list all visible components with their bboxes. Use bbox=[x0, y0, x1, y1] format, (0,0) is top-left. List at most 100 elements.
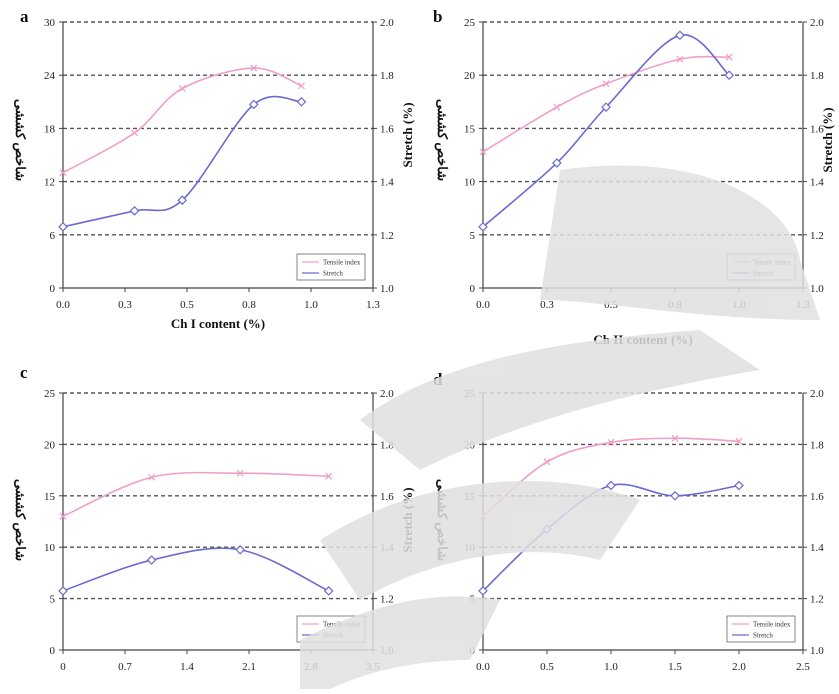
y-left-tick-label: 24 bbox=[44, 70, 56, 82]
panel-letter: b bbox=[433, 7, 442, 26]
x-tick-label: 0.5 bbox=[540, 661, 554, 673]
y-right-tick-label: 1.6 bbox=[380, 491, 394, 503]
y-left-tick-label: 0 bbox=[50, 645, 56, 657]
tensile-index-point bbox=[59, 169, 67, 177]
stretch-point bbox=[235, 544, 245, 555]
y-axis-left-label: شاخص کششی bbox=[12, 99, 28, 181]
tensile-index-point bbox=[479, 148, 487, 156]
y-left-tick-label: 0 bbox=[470, 283, 476, 295]
series-line-tensile-index bbox=[62, 67, 302, 174]
series-line-stretch bbox=[62, 547, 330, 592]
tensile-index-point bbox=[607, 438, 615, 446]
x-tick-label: 1.5 bbox=[668, 661, 682, 673]
x-tick-label: 0.7 bbox=[118, 661, 132, 673]
tensile-index-point bbox=[543, 458, 551, 466]
x-tick-label: 0.0 bbox=[476, 661, 490, 673]
tensile-index-point bbox=[671, 434, 679, 442]
y-right-tick-label: 1.6 bbox=[380, 123, 394, 135]
stretch-point bbox=[478, 586, 488, 596]
y-left-tick-label: 25 bbox=[464, 17, 476, 29]
stretch-point bbox=[478, 221, 488, 232]
x-tick-label: 0.3 bbox=[118, 299, 132, 311]
legend-label: Stretch bbox=[753, 632, 773, 640]
stretch-point bbox=[58, 586, 68, 596]
legend-label: Stretch bbox=[323, 270, 343, 278]
x-tick-label: 1.0 bbox=[604, 661, 618, 673]
y-left-tick-label: 18 bbox=[44, 123, 56, 135]
tensile-index-point bbox=[298, 82, 305, 90]
stretch-point bbox=[129, 206, 140, 216]
tensile-index-point bbox=[148, 473, 156, 481]
y-left-tick-label: 25 bbox=[44, 388, 56, 400]
chart-panel-a: a 0 6 12 18 24 30 1.0 1.2 1.4 1.6 1.8 2.0 0.0 0.3 0.5 0.… bbox=[12, 7, 415, 331]
y-right-tick-label: 1.6 bbox=[810, 123, 824, 135]
series-line-tensile-index bbox=[62, 471, 329, 518]
stretch-point bbox=[323, 586, 334, 596]
x-tick-label: 2.0 bbox=[732, 661, 746, 673]
stretch-point bbox=[296, 96, 307, 107]
y-left-tick-label: 12 bbox=[44, 177, 55, 189]
legend-label: Tensile index bbox=[323, 259, 361, 267]
y-left-tick-label: 10 bbox=[44, 542, 56, 554]
y-right-tick-label: 1.2 bbox=[810, 594, 824, 606]
y-axis-right-label: Stretch (%) bbox=[820, 107, 835, 172]
tensile-index-point bbox=[236, 469, 244, 477]
panel-letter: a bbox=[20, 7, 29, 26]
x-tick-label: 0.3 bbox=[540, 299, 554, 311]
y-right-tick-label: 1.4 bbox=[810, 177, 824, 189]
y-right-tick-label: 2.0 bbox=[380, 388, 394, 400]
stretch-point bbox=[670, 490, 680, 501]
panel-letter: c bbox=[20, 363, 28, 382]
stretch-point bbox=[177, 195, 188, 206]
y-right-tick-label: 1.4 bbox=[380, 177, 394, 189]
stretch-point bbox=[734, 480, 744, 491]
y-right-tick-label: 1.4 bbox=[810, 542, 824, 554]
x-tick-label: 0.0 bbox=[476, 299, 490, 311]
watermark-image bbox=[300, 165, 820, 689]
x-tick-label: 0.8 bbox=[242, 299, 256, 311]
y-left-tick-label: 20 bbox=[44, 439, 56, 451]
y-right-tick-label: 1.0 bbox=[810, 645, 824, 657]
y-right-tick-label: 1.8 bbox=[810, 439, 824, 451]
stretch-point bbox=[606, 480, 616, 491]
tensile-index-point bbox=[325, 472, 333, 480]
tensile-index-point bbox=[676, 55, 684, 63]
watermark-stroke bbox=[300, 596, 500, 689]
tensile-index-point bbox=[178, 85, 186, 92]
y-axis-left-label: شاخص کششی bbox=[434, 99, 450, 181]
x-tick-label: 1.3 bbox=[366, 299, 380, 311]
y-left-tick-label: 5 bbox=[50, 594, 56, 606]
tensile-index-point bbox=[250, 64, 258, 72]
y-left-tick-label: 5 bbox=[470, 230, 476, 242]
watermark-stroke bbox=[320, 480, 640, 600]
tensile-index-point bbox=[725, 53, 733, 61]
x-tick-label: 0.5 bbox=[180, 299, 194, 311]
y-left-tick-label: 15 bbox=[44, 491, 56, 503]
stretch-point bbox=[675, 30, 685, 41]
watermark-stroke bbox=[360, 330, 760, 470]
y-right-tick-label: 1.0 bbox=[380, 283, 394, 295]
watermark-stroke bbox=[540, 165, 820, 320]
y-left-tick-label: 30 bbox=[44, 17, 56, 29]
y-left-tick-label: 10 bbox=[464, 177, 476, 189]
legend-box bbox=[726, 615, 796, 643]
x-tick-label: 2.5 bbox=[796, 661, 810, 673]
x-tick-label: 2.1 bbox=[242, 661, 256, 673]
series-line-stretch bbox=[62, 95, 302, 228]
y-left-tick-label: 6 bbox=[50, 230, 56, 242]
y-left-tick-label: 0 bbox=[50, 283, 56, 295]
tensile-index-point bbox=[553, 103, 561, 111]
y-left-tick-label: 15 bbox=[464, 123, 476, 135]
x-axis-label: Ch I content (%) bbox=[171, 316, 265, 331]
legend-box bbox=[296, 253, 366, 281]
stretch-point bbox=[58, 221, 68, 232]
stretch-point bbox=[146, 555, 157, 565]
y-axis-right-label: Stretch (%) bbox=[400, 102, 415, 167]
tensile-index-point bbox=[131, 129, 138, 137]
tensile-index-point bbox=[602, 80, 610, 88]
y-right-tick-label: 1.0 bbox=[810, 283, 824, 295]
y-right-tick-label: 1.2 bbox=[810, 230, 824, 242]
y-right-tick-label: 1.6 bbox=[810, 491, 824, 503]
